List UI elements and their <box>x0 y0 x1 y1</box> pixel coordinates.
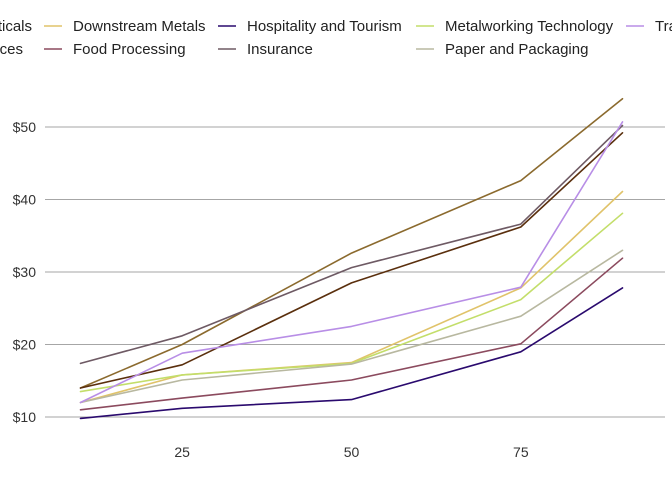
series-line-hospitality-and-tourism <box>79 287 624 420</box>
legend-label: Downstream Metals <box>73 18 206 35</box>
legend-item: Paper and Packaging <box>416 41 588 58</box>
series-line-downstream-metals <box>79 190 624 404</box>
y-tick-label: $50 <box>13 119 37 135</box>
legend-label: Insurance <box>247 41 313 58</box>
legend-label: Metalworking Technology <box>445 18 614 35</box>
legend-item: ces <box>0 41 23 58</box>
legend-label: ces <box>0 41 23 58</box>
series-line-biopharmaceuticals <box>79 97 624 389</box>
legend-label: Food Processing <box>73 41 186 58</box>
legend-item: Insurance <box>218 41 313 58</box>
y-tick-label: $30 <box>13 264 37 280</box>
x-tick-label: 25 <box>174 444 190 460</box>
legend: ticals ces Downstream Metals Food Processin… <box>0 18 672 58</box>
y-tick-label: $10 <box>13 409 37 425</box>
x-tick-label: 50 <box>344 444 360 460</box>
legend-item: Food Processing <box>44 41 186 58</box>
legend-item: Metalworking Technology <box>416 18 614 35</box>
series-line-business-services <box>79 132 624 389</box>
y-axis-ticks: $10 $20 $30 $40 $50 <box>13 119 37 425</box>
legend-item: ticals <box>0 18 32 35</box>
legend-item: Hospitality and Tourism <box>218 18 402 35</box>
legend-item: Downstream Metals <box>44 18 206 35</box>
y-tick-label: $40 <box>13 192 37 208</box>
gridlines <box>45 126 665 418</box>
x-tick-label: 75 <box>513 444 529 460</box>
legend-label: Tra <box>655 18 672 35</box>
series-line-transportation <box>79 121 624 404</box>
legend-item: Tra <box>626 18 672 35</box>
series-line-insurance <box>79 124 624 365</box>
y-tick-label: $20 <box>13 337 37 353</box>
legend-label: ticals <box>0 18 32 35</box>
legend-label: Paper and Packaging <box>445 41 588 58</box>
series-line-paper-and-packaging <box>79 249 624 404</box>
x-axis-ticks: 25 50 75 <box>174 444 528 460</box>
series-lines <box>79 97 624 420</box>
legend-label: Hospitality and Tourism <box>247 18 402 35</box>
series-line-food-processing <box>79 257 624 411</box>
